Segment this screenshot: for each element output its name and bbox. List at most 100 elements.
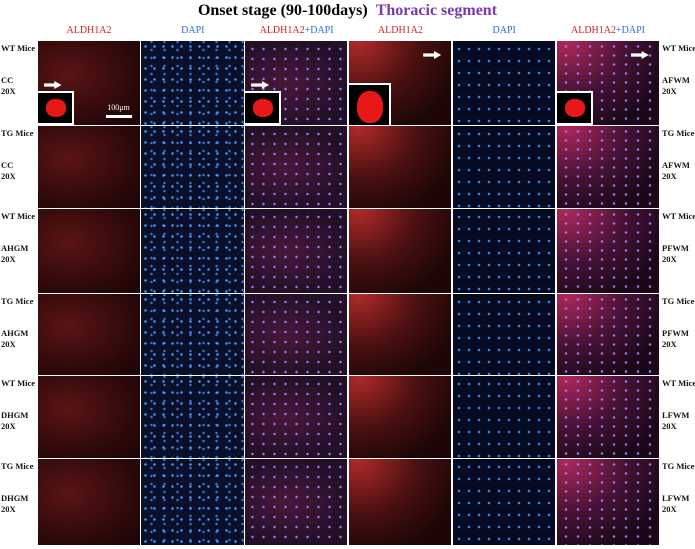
micrograph bbox=[141, 126, 244, 208]
magnification-label: 20X bbox=[662, 504, 677, 514]
micrograph bbox=[452, 126, 555, 208]
region-label: LFWM bbox=[662, 493, 690, 503]
genotype-label: WT Mice bbox=[662, 211, 695, 221]
arrow bbox=[630, 51, 649, 59]
arrow bbox=[423, 51, 442, 59]
genotype-label: TG Mice bbox=[662, 296, 695, 306]
micrograph bbox=[348, 459, 452, 545]
genotype-label: WT Mice bbox=[662, 378, 695, 388]
micrograph bbox=[245, 126, 348, 208]
stain-label: DAPI bbox=[492, 25, 516, 36]
micrograph bbox=[556, 41, 659, 125]
micrograph bbox=[245, 376, 348, 458]
region-label: PFWM bbox=[662, 328, 689, 338]
micrograph bbox=[37, 126, 140, 208]
genotype-label: WT Mice bbox=[662, 43, 695, 53]
region-label: DHGM bbox=[1, 410, 29, 420]
region-label: LFWM bbox=[662, 410, 690, 420]
micrograph bbox=[556, 459, 659, 545]
micrograph bbox=[452, 209, 555, 293]
marker-label: ALDH1A2 bbox=[259, 25, 305, 36]
marker-label: ALDH1A2 bbox=[571, 25, 616, 36]
genotype-label: TG Mice bbox=[1, 128, 34, 138]
magnification-label: 20X bbox=[1, 421, 16, 431]
micrograph bbox=[452, 376, 555, 458]
inset-cell bbox=[356, 91, 383, 123]
column-header: ALDH1A2 bbox=[37, 25, 141, 36]
inset-cell bbox=[45, 99, 66, 117]
inset-cell bbox=[564, 99, 585, 117]
micrograph bbox=[556, 126, 659, 208]
micrograph bbox=[452, 41, 555, 125]
micrograph bbox=[245, 41, 348, 125]
genotype-label: WT Mice bbox=[1, 211, 36, 221]
magnification-label: 20X bbox=[1, 171, 16, 181]
magnification-label: 20X bbox=[662, 171, 677, 181]
marker-label: ALDH1A2 bbox=[66, 25, 112, 36]
micrograph: 100μm bbox=[37, 41, 140, 125]
arrow bbox=[251, 81, 270, 89]
column-header: ALDH1A2 bbox=[348, 25, 452, 36]
column-header: ALDH1A2+DAPI bbox=[245, 25, 349, 36]
region-label: AHGM bbox=[1, 243, 29, 253]
micrograph bbox=[37, 209, 140, 293]
micrograph bbox=[556, 376, 659, 458]
micrograph bbox=[348, 209, 452, 293]
micrograph bbox=[245, 459, 348, 545]
inset bbox=[245, 91, 282, 125]
genotype-label: WT Mice bbox=[1, 378, 36, 388]
inset bbox=[556, 91, 593, 125]
segment-title: Thoracic segment bbox=[375, 2, 498, 19]
magnification-label: 20X bbox=[1, 339, 16, 349]
scale-bar-label: 100μm bbox=[107, 103, 130, 112]
magnification-label: 20X bbox=[662, 254, 677, 264]
genotype-label: TG Mice bbox=[662, 461, 695, 471]
figure-title: Onset stage (90-100days) Thoracic segmen… bbox=[0, 2, 695, 20]
stage-title: Onset stage (90-100days) bbox=[197, 2, 368, 19]
scale-bar bbox=[105, 115, 132, 118]
micrograph bbox=[37, 459, 140, 545]
genotype-label: TG Mice bbox=[662, 128, 695, 138]
marker-label: ALDH1A2 bbox=[377, 25, 423, 36]
genotype-label: TG Mice bbox=[1, 296, 34, 306]
magnification-label: 20X bbox=[1, 504, 16, 514]
region-label: AFWM bbox=[662, 75, 690, 85]
micrograph bbox=[556, 209, 659, 293]
micrograph bbox=[245, 209, 348, 293]
stain-label: DAPI bbox=[181, 25, 205, 36]
column-header: ALDH1A2+DAPI bbox=[556, 25, 660, 36]
magnification-label: 20X bbox=[1, 254, 16, 264]
micrograph bbox=[452, 294, 555, 375]
micrograph bbox=[141, 41, 244, 125]
magnification-label: 20X bbox=[662, 421, 677, 431]
region-label: DHGM bbox=[1, 493, 29, 503]
region-label: AFWM bbox=[662, 160, 690, 170]
magnification-label: 20X bbox=[1, 86, 16, 96]
stain-label: +DAPI bbox=[616, 25, 645, 36]
region-label: CC bbox=[1, 160, 14, 170]
genotype-label: TG Mice bbox=[1, 461, 34, 471]
micrograph bbox=[37, 376, 140, 458]
inset bbox=[37, 91, 74, 125]
region-label: CC bbox=[1, 75, 14, 85]
column-header: DAPI bbox=[141, 25, 245, 36]
magnification-label: 20X bbox=[662, 86, 677, 96]
micrograph bbox=[348, 41, 452, 125]
micrograph bbox=[348, 376, 452, 458]
genotype-label: WT Mice bbox=[1, 43, 36, 53]
micrograph bbox=[141, 459, 244, 545]
micrograph bbox=[141, 294, 244, 375]
region-label: PFWM bbox=[662, 243, 689, 253]
inset bbox=[348, 83, 391, 125]
micrograph bbox=[348, 294, 452, 375]
arrow bbox=[43, 81, 62, 89]
column-header: DAPI bbox=[452, 25, 556, 36]
magnification-label: 20X bbox=[662, 339, 677, 349]
micrograph bbox=[141, 209, 244, 293]
micrograph bbox=[245, 294, 348, 375]
stain-label: +DAPI bbox=[304, 25, 334, 36]
micrograph bbox=[37, 294, 140, 375]
micrograph bbox=[141, 376, 244, 458]
inset-cell bbox=[253, 99, 274, 117]
